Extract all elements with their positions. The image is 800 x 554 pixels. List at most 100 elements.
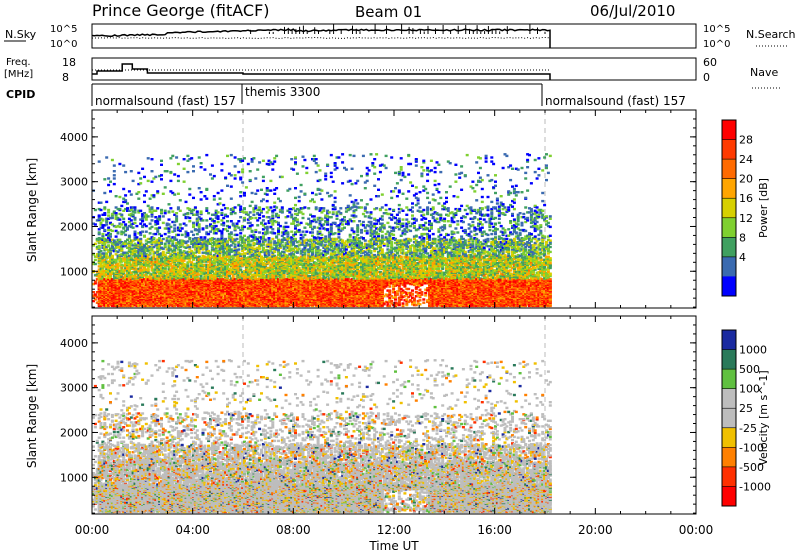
range-gate-cell [105,201,108,203]
cpid-segment-2: themis 3300 [245,85,320,99]
range-gate-cell [94,259,97,261]
range-gate-cell [103,178,106,180]
range-gate-cell [147,180,150,182]
date-title: 06/Jul/2010 [590,2,675,20]
range-gate-cell [107,209,110,211]
nave-tick-top: 60 [703,56,717,69]
nsearch-tick-top: 10^5 [703,24,730,35]
range-gate-cell [107,244,110,246]
range-gate-cell [152,237,155,239]
range-gate-cell [149,232,152,234]
range-gate-cell [101,233,104,235]
range-gate-cell [137,172,140,174]
range-gate-cell [137,191,140,193]
range-gate-cell [160,160,163,162]
range-gate-cell [162,193,165,195]
range-gate-cell [164,233,167,235]
nsky-tick-bottom: 10^0 [50,39,77,50]
nave-tick-bottom: 0 [703,71,710,84]
power-heatmap [92,110,552,308]
range-gate-cell [94,263,97,265]
range-gate-cell [103,212,106,214]
range-gate-cell [98,214,101,216]
range-gate-cell [107,184,110,186]
radar-summary-plot: Prince George (fitACF) Beam 01 06/Jul/20… [0,0,800,554]
nsky-tick-top: 10^5 [50,24,77,35]
nsky-label: N.Sky [5,28,37,41]
range-gate-cell [103,192,106,194]
cpid-label: CPID [6,88,35,101]
range-gate-cell [101,218,104,220]
range-gate-cell [122,164,125,166]
range-gate-cell [147,215,150,217]
range-gate-cell [124,223,127,225]
range-gate-cell [160,209,163,211]
range-gate-cell [143,201,146,203]
range-gate-cell [113,177,116,179]
freq-trace [92,64,550,80]
range-gate-cell [122,188,125,190]
range-gate-cell [128,190,131,192]
range-gate-cell [111,255,114,257]
range-gate-cell [145,218,148,220]
range-gate-cell [118,226,121,228]
range-gate-cell [122,218,125,220]
range-gate-cell [143,176,146,178]
freq-unit-label: [MHz] [4,69,33,80]
range-gate-cell [164,186,167,188]
range-gate-cell [107,211,110,213]
range-gate-cell [103,243,106,245]
range-gate-cell [124,234,127,236]
range-gate-cell [151,266,154,268]
range-gate-cell [156,190,159,192]
range-gate-cell [143,194,146,196]
range-gate-cell [139,234,142,236]
range-gate-cell [160,178,163,180]
range-gate-cell [151,219,154,221]
nsearch-tick-bottom: 10^0 [703,39,730,50]
range-gate-cell [124,171,127,173]
range-gate-cell [118,208,121,210]
range-gate-cell [100,202,103,204]
range-gate-cell [117,231,120,233]
range-gate-cell [137,198,140,200]
range-gate-cell [120,223,123,225]
range-gate-cell [160,164,163,166]
range-gate-cell [132,227,135,229]
range-gate-cell [113,170,116,172]
range-gate-cell [105,220,108,222]
range-gate-cell [109,190,112,192]
range-gate-cell [151,170,154,172]
range-gate-cell [145,190,148,192]
range-gate-cell [126,207,129,209]
range-gate-cell [160,174,163,176]
range-gate-cell [149,252,152,254]
nsky-trace [92,24,550,48]
range-gate-cell [94,293,97,295]
range-gate-cell [98,245,101,247]
nsearch-line [92,38,550,39]
range-gate-cell [156,231,159,233]
range-gate-cell [128,235,131,237]
range-gate-cell [162,251,165,253]
range-gate-cell [109,233,112,235]
range-gate-cell [111,217,114,219]
range-gate-cell [147,157,150,159]
range-gate-cell [154,233,157,235]
range-gate-cell [151,206,154,208]
range-gate-cell [156,207,159,209]
freq-tick-top: 18 [62,56,76,69]
range-gate-cell [164,245,167,247]
range-gate-cell [145,225,148,227]
range-gate-cell [152,194,155,196]
range-gate-cell [98,231,101,233]
range-gate-cell [130,170,133,172]
range-gate-cell [94,209,97,211]
range-gate-cell [118,196,121,198]
range-gate-cell [143,235,146,237]
range-gate-cell [162,222,165,224]
range-gate-cell [94,281,97,283]
range-gate-cell [156,223,159,225]
range-gate-cell [135,236,138,238]
range-gate-cell [109,235,112,237]
